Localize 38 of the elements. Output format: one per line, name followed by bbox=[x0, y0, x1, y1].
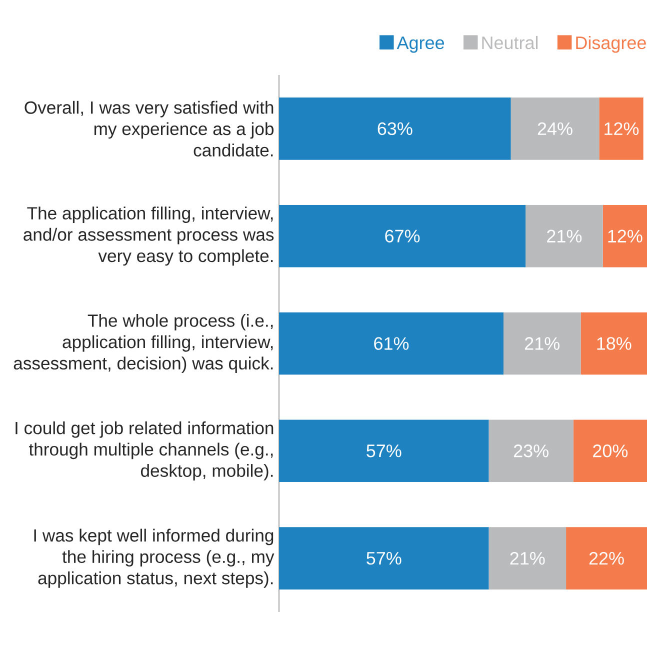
bar bbox=[488, 527, 566, 590]
data-label: 12% bbox=[604, 122, 638, 136]
bar bbox=[488, 420, 574, 482]
data-label: 23% bbox=[514, 444, 548, 458]
y-tick-label: Overall, I was very satisfied with my experience as a job candidate. bbox=[24, 100, 274, 156]
data-label: 22% bbox=[589, 552, 624, 565]
data-label: 18% bbox=[597, 337, 632, 350]
legend-label: Agree bbox=[396, 36, 444, 53]
bar bbox=[525, 204, 603, 268]
y-tick-label: I was kept well informed during the hiring process (e.g., my application status, next steps). bbox=[34, 528, 274, 588]
bar bbox=[573, 420, 647, 482]
data-label: 57% bbox=[366, 444, 402, 458]
data-label: 12% bbox=[608, 230, 642, 242]
legend-label: Neutral bbox=[482, 36, 538, 50]
bar bbox=[278, 420, 489, 482]
data-label: 21% bbox=[510, 552, 545, 565]
bar bbox=[278, 312, 504, 375]
bar bbox=[510, 98, 599, 160]
data-label: 21% bbox=[524, 337, 560, 350]
data-label: 21% bbox=[546, 230, 582, 242]
data-label: 61% bbox=[374, 337, 408, 350]
y-tick-label: The whole process (i.e., application filling, interview, assessment, decision) was quick. bbox=[14, 314, 272, 374]
data-label: 57% bbox=[366, 552, 402, 565]
bar bbox=[278, 204, 526, 268]
y-tick-label: The application filling, interview, and/or assessment process was very easy to complete. bbox=[23, 206, 274, 266]
bar bbox=[566, 527, 647, 590]
data-label: 67% bbox=[385, 230, 420, 242]
data-label: 63% bbox=[378, 122, 412, 136]
legend-label: Disagree bbox=[576, 36, 646, 53]
y-tick-label: I could get job related information through multiple channels (e.g., desktop, mobile). bbox=[15, 421, 273, 480]
bar bbox=[278, 527, 489, 590]
bar bbox=[278, 98, 511, 160]
data-label: 20% bbox=[592, 444, 628, 458]
data-label: 24% bbox=[538, 122, 572, 136]
bar bbox=[598, 98, 644, 160]
bar bbox=[580, 312, 647, 375]
bar bbox=[503, 312, 581, 375]
bar bbox=[602, 204, 647, 268]
